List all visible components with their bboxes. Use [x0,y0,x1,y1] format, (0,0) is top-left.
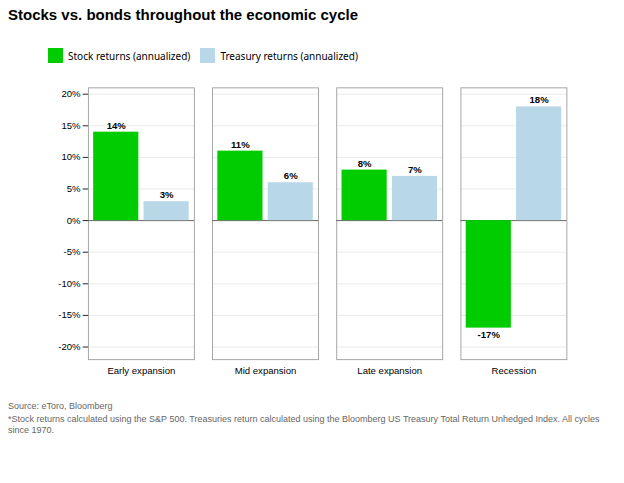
svg-text:Recession: Recession [492,365,537,376]
html-text:Source: eToro, Bloomberg: Source: eToro, Bloomberg [8,401,113,412]
svg-text:-10%: -10% [58,278,81,289]
svg-text:-17%: -17% [478,329,501,340]
svg-text:-5%: -5% [64,246,81,257]
svg-text:18%: 18% [530,94,550,105]
html-text:Stocks vs. bonds throughout th: Stocks vs. bonds throughout the economic… [8,6,359,23]
svg-text:Mid expansion: Mid expansion [235,365,297,376]
svg-text:10%: 10% [61,151,81,162]
svg-text:3%: 3% [160,189,174,200]
svg-text:Early expansion: Early expansion [107,365,175,376]
svg-text:-20%: -20% [58,341,81,352]
svg-text:7%: 7% [408,164,422,175]
svg-text:14%: 14% [107,120,127,131]
svg-text:6%: 6% [284,170,298,181]
svg-text:Late expansion: Late expansion [357,365,422,376]
svg-text:15%: 15% [61,120,81,131]
svg-text:20%: 20% [61,88,81,99]
svg-text:5%: 5% [67,183,81,194]
svg-text:8%: 8% [358,158,372,169]
html-text:*Stock returns calculated usin: *Stock returns calculated using the S&P … [8,414,600,435]
html-text:Stock returns (annualized): Stock returns (annualized) [68,48,191,63]
svg-text:0%: 0% [67,215,81,226]
svg-text:11%: 11% [231,139,250,150]
html-text:Treasury returns (annualized): Treasury returns (annualized) [220,48,358,63]
svg-text:-15%: -15% [58,309,81,320]
